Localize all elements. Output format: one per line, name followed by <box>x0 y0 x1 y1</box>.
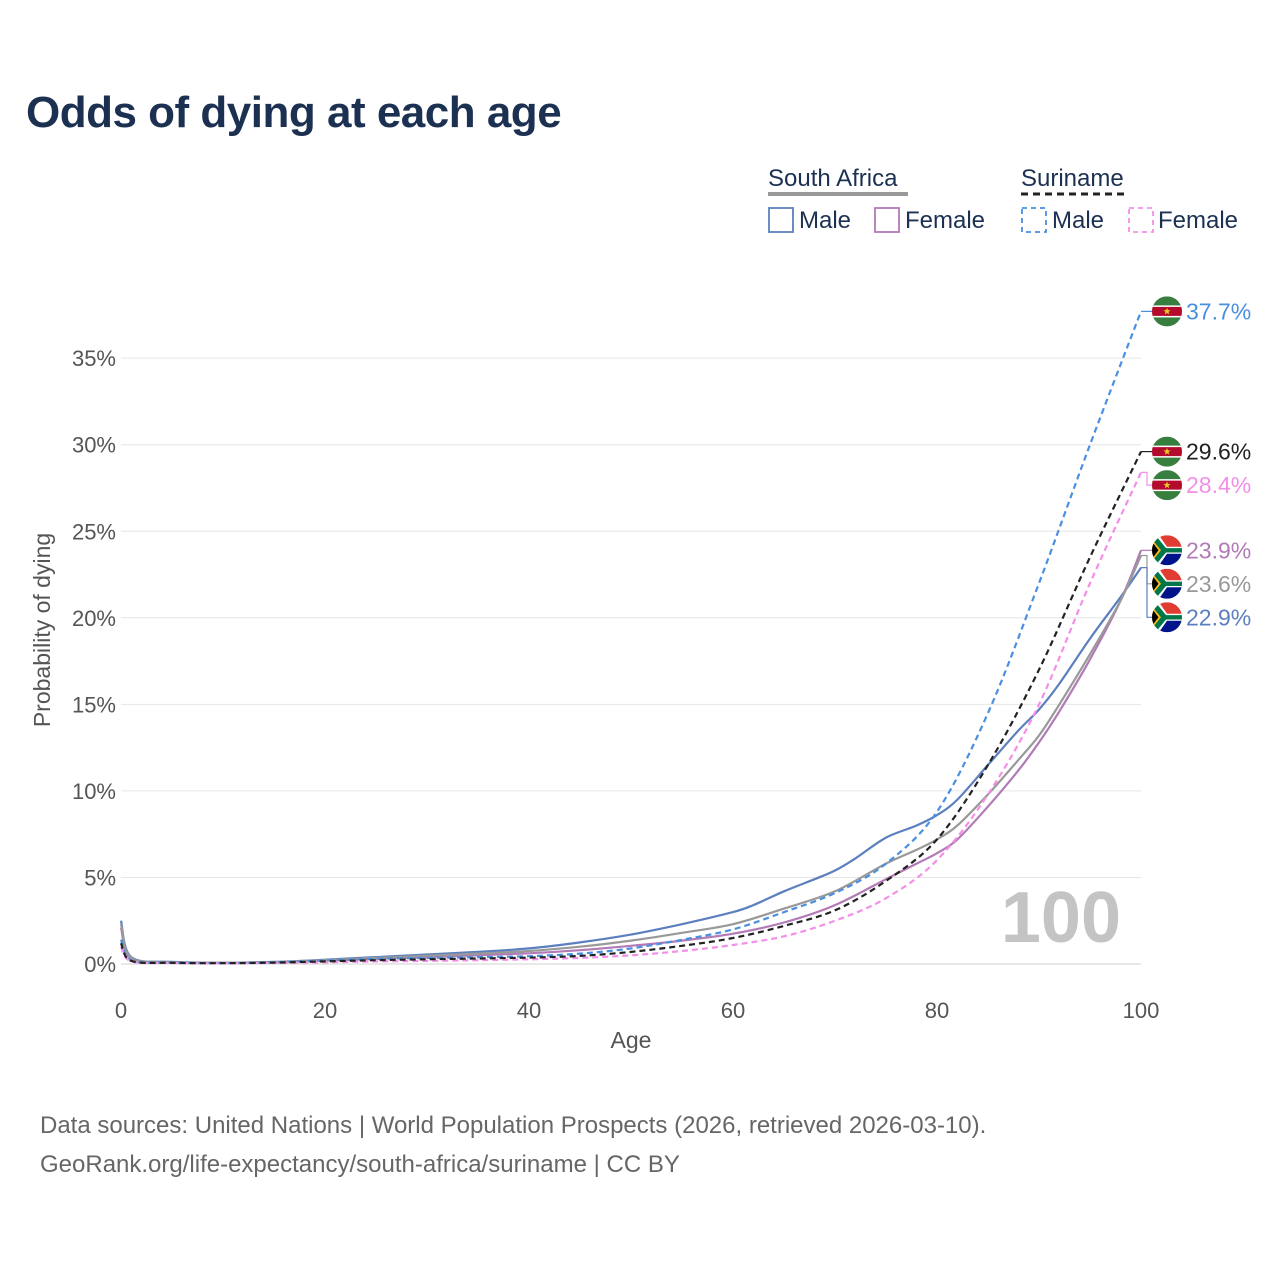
flag-black-triangle <box>1152 541 1159 559</box>
x-tick-label: 40 <box>517 998 541 1023</box>
end-label-south-africa-male: 22.9% <box>1186 604 1251 630</box>
flag-green-band <box>1152 602 1182 633</box>
end-label-suriname-total: 29.6% <box>1186 439 1251 465</box>
suriname-flag-icon <box>1152 296 1182 327</box>
series-line-suriname-total <box>119 451 1142 965</box>
y-tick-label: 30% <box>72 433 116 458</box>
y-axis-ticks: 0% 5% 10% 15% 20% 25% 30% 35% <box>72 346 116 977</box>
legend-group-title: Suriname <box>1021 165 1124 192</box>
legend-group-south-africa[interactable]: South Africa Male Female <box>768 165 985 234</box>
legend-swatch-suriname-female <box>1128 207 1154 233</box>
legend-group-suriname[interactable]: Suriname Male Female <box>1021 165 1238 234</box>
x-tick-label: 100 <box>1123 998 1160 1023</box>
y-axis-title: Probability of dying <box>29 533 55 727</box>
chart-canvas: 0%5%10%15%20%25%30%35% 0 20 40 60 80 100 Age … <box>29 165 1251 1053</box>
series-line-south-africa-total <box>119 555 1143 964</box>
suriname-flag-icon <box>1152 436 1182 467</box>
end-label-suriname-male: 37.7% <box>1186 298 1251 324</box>
flag-black-triangle <box>1152 608 1159 626</box>
end-label-south-africa-female: 23.9% <box>1186 537 1251 563</box>
suriname-flag-icon <box>1152 470 1182 501</box>
y-tick-label: 35% <box>72 346 116 371</box>
series-line-south-africa-female <box>119 549 1143 964</box>
end-label-suriname-female: 28.4% <box>1186 472 1251 498</box>
x-tick-label: 60 <box>721 998 745 1023</box>
series-line-suriname-female <box>120 471 1142 965</box>
x-axis-ticks: 0 20 40 60 80 100 <box>115 998 1159 1023</box>
legend-label-south-africa-female: Female <box>905 207 985 234</box>
south-africa-flag-icon <box>1152 535 1182 566</box>
series-line-suriname-male <box>119 311 1143 965</box>
legend-label-suriname-male: Male <box>1052 207 1104 234</box>
x-tick-label: 80 <box>925 998 949 1023</box>
x-tick-label: 20 <box>313 998 337 1023</box>
y-tick-label: 15% <box>72 692 116 717</box>
end-label-south-africa-total: 23.6% <box>1186 571 1251 597</box>
y-tick-label: 20% <box>72 606 116 631</box>
south-africa-flag-icon <box>1152 602 1182 633</box>
legend-group-title: South Africa <box>768 165 898 192</box>
y-tick-label: 10% <box>72 779 116 804</box>
footer: Data sources: United Nations | World Pop… <box>40 1106 986 1184</box>
legend-swatch-south-africa-female <box>874 207 900 233</box>
south-africa-flag-icon <box>1152 568 1182 599</box>
chart-title: Odds of dying at each age <box>26 88 562 137</box>
flag-star <box>1163 481 1171 489</box>
end-label-connector <box>1141 471 1153 486</box>
grid-lines <box>121 357 1141 965</box>
legend-label-south-africa-male: Male <box>799 207 851 234</box>
series-lines <box>119 311 1143 965</box>
flag-green-band <box>1152 535 1182 566</box>
y-tick-label: 5% <box>84 865 116 890</box>
y-tick-label: 25% <box>72 519 116 544</box>
legend: South Africa Male Female Suriname Male F… <box>768 165 1238 234</box>
flag-star <box>1163 447 1171 455</box>
legend-swatch-south-africa-male <box>768 207 794 233</box>
end-labels: 37.7% 29.6% 28.4% 23.9% 23.6% 22.9% <box>1141 296 1251 633</box>
flag-green-band <box>1152 568 1182 599</box>
legend-label-suriname-female: Female <box>1158 207 1238 234</box>
end-label-connector <box>1141 567 1153 618</box>
y-tick-label: 0% <box>84 952 116 977</box>
footer-link[interactable]: GeoRank.org/life-expectancy/south-africa… <box>40 1151 680 1178</box>
flag-black-triangle <box>1152 575 1159 593</box>
x-tick-label: 0 <box>115 998 127 1023</box>
footer-sources: Data sources: United Nations | World Pop… <box>40 1112 987 1139</box>
watermark-age: 100 <box>1001 878 1121 958</box>
x-axis-title: Age <box>611 1027 652 1053</box>
legend-swatch-suriname-male <box>1021 207 1047 233</box>
flag-star <box>1163 307 1171 315</box>
